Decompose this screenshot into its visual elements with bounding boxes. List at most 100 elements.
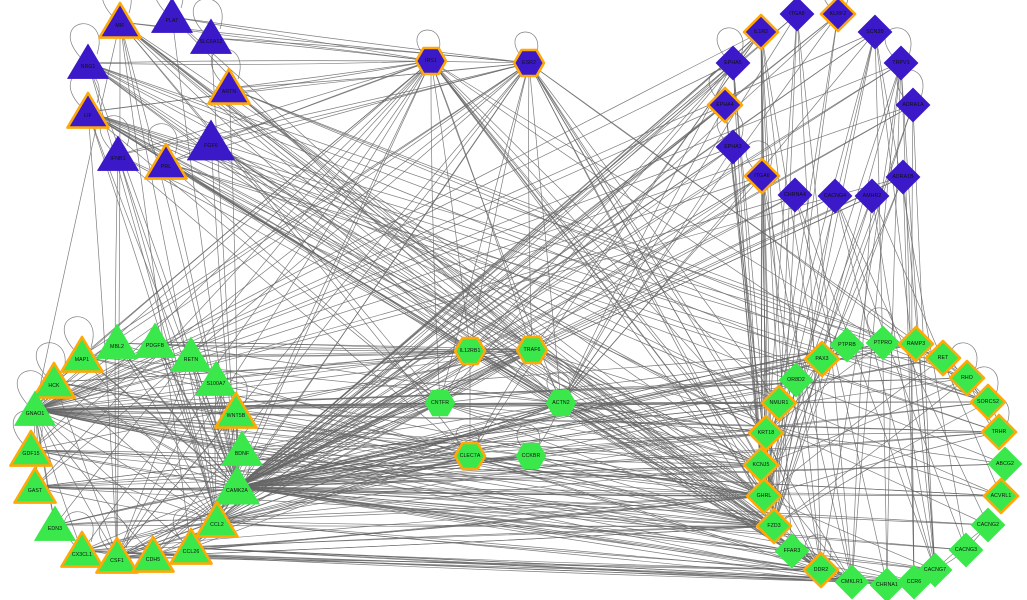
edge <box>236 431 1000 488</box>
diamond-shape <box>854 178 890 214</box>
graph-node-irs1[interactable]: IRS1 <box>411 41 451 81</box>
edge <box>241 402 562 451</box>
diamond-shape <box>706 86 744 124</box>
edge <box>216 402 780 522</box>
edge <box>117 154 471 352</box>
graph-node-trpv1[interactable]: TRPV1 <box>879 41 923 85</box>
edge <box>116 525 775 558</box>
edge <box>228 87 944 359</box>
self-loop-edge <box>455 424 480 452</box>
edge <box>81 355 775 527</box>
edge <box>763 431 1000 497</box>
triangle-shape <box>13 466 57 504</box>
diamond-shape <box>778 362 814 398</box>
edge <box>531 349 765 497</box>
edge <box>34 104 914 411</box>
edge <box>560 402 775 527</box>
graph-node-cckbr[interactable]: CCKBR <box>511 436 551 476</box>
edge <box>228 60 432 89</box>
graph-node-cacng4[interactable]: CACNG4 <box>813 174 857 218</box>
diamond-shape <box>982 477 1020 515</box>
edge <box>117 154 471 457</box>
graph-node-clec7a[interactable]: CLEC7A <box>450 436 490 476</box>
edge <box>430 60 767 434</box>
edge <box>53 381 775 527</box>
edge <box>216 520 822 571</box>
edge <box>430 60 848 346</box>
triangle-shape <box>98 1 142 39</box>
self-loop-edge <box>546 371 571 399</box>
triangle-shape <box>170 336 212 372</box>
graph-node-adra1a[interactable]: ADRA1A <box>891 83 935 127</box>
edge <box>34 432 767 488</box>
triangle-shape <box>186 119 236 161</box>
edge <box>87 111 822 571</box>
graph-node-chrna4[interactable]: CHRNA4 <box>773 173 817 217</box>
triangle-shape <box>32 361 76 399</box>
edge <box>87 60 530 64</box>
graph-node-epha4[interactable]: EPHA4 <box>703 83 747 127</box>
self-loop-edge <box>69 23 100 57</box>
edge <box>773 13 798 527</box>
edge <box>834 195 936 571</box>
graph-node-slc6a12[interactable]: SLC6A12 <box>187 14 235 62</box>
triangle-shape <box>97 135 139 171</box>
graph-node-cntfr[interactable]: CNTFR <box>420 383 460 423</box>
edge <box>34 62 734 411</box>
edge <box>117 60 432 156</box>
graph-node-traf6[interactable]: TRAF6 <box>512 330 552 370</box>
edge <box>560 402 936 571</box>
edge <box>236 62 902 488</box>
edge <box>34 486 775 527</box>
edge <box>439 62 530 404</box>
triangle-shape <box>221 430 263 466</box>
diamond-shape <box>869 567 905 600</box>
graph-node-ccr6[interactable]: CCR6 <box>892 560 936 600</box>
edge <box>216 495 765 522</box>
edge <box>87 60 432 65</box>
edge <box>152 62 530 557</box>
graph-node-ifnb1[interactable]: IFNB1 <box>94 131 142 179</box>
edge <box>439 402 775 527</box>
edge <box>760 31 853 583</box>
triangle-shape <box>134 322 176 358</box>
diamond-shape <box>895 87 931 123</box>
edge <box>87 111 1002 497</box>
edge <box>430 60 441 404</box>
edge <box>236 344 848 488</box>
graph-node-artn[interactable]: ARTN <box>205 64 253 112</box>
self-loop-edge <box>416 29 441 57</box>
graph-node-esr2[interactable]: ESR2 <box>509 43 549 83</box>
edge <box>531 349 775 527</box>
self-loop-edge <box>514 31 539 59</box>
triangle-shape <box>66 91 110 129</box>
diamond-shape <box>779 0 815 32</box>
graph-node-actn2[interactable]: ACTN2 <box>541 383 581 423</box>
graph-node-lif[interactable]: LIF <box>64 88 112 136</box>
edge <box>528 62 989 403</box>
edge <box>236 195 873 488</box>
edge <box>236 486 967 551</box>
triangle-shape <box>195 360 237 396</box>
edge <box>236 463 1006 488</box>
graph-node-epha5[interactable]: EPHA5 <box>711 41 755 85</box>
graph-node-il12rb1[interactable]: IL12RB1 <box>450 331 490 371</box>
graph-node-cdh5[interactable]: CDH5 <box>129 532 177 580</box>
edge <box>34 409 765 497</box>
diamond-shape <box>980 413 1018 451</box>
diamond-shape <box>760 384 798 422</box>
diamond-shape <box>755 507 793 545</box>
edge <box>236 31 762 488</box>
triangle-shape <box>131 535 175 573</box>
diamond-shape <box>777 177 813 213</box>
graph-node-nrg1[interactable]: NRG1 <box>64 39 112 87</box>
graph-node-prl[interactable]: PRL <box>142 139 190 187</box>
edge <box>34 176 904 411</box>
edge <box>87 62 471 352</box>
graph-node-fgf6[interactable]: FGF6 <box>184 115 238 169</box>
hexagon-shape <box>545 389 577 417</box>
edge <box>236 463 1006 488</box>
edge <box>34 62 530 488</box>
edge <box>439 402 762 466</box>
